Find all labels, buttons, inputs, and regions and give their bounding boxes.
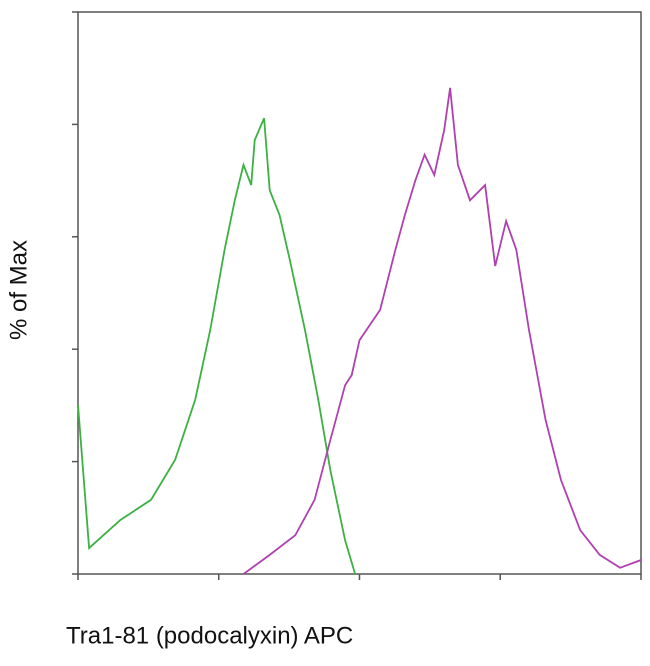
histogram-curve — [77, 117, 356, 575]
histogram-curve — [242, 87, 642, 575]
x-axis-label: Tra1-81 (podocalyxin) APC — [66, 622, 353, 649]
plot-frame — [77, 11, 642, 575]
y-axis-label: % of Max — [5, 240, 32, 340]
